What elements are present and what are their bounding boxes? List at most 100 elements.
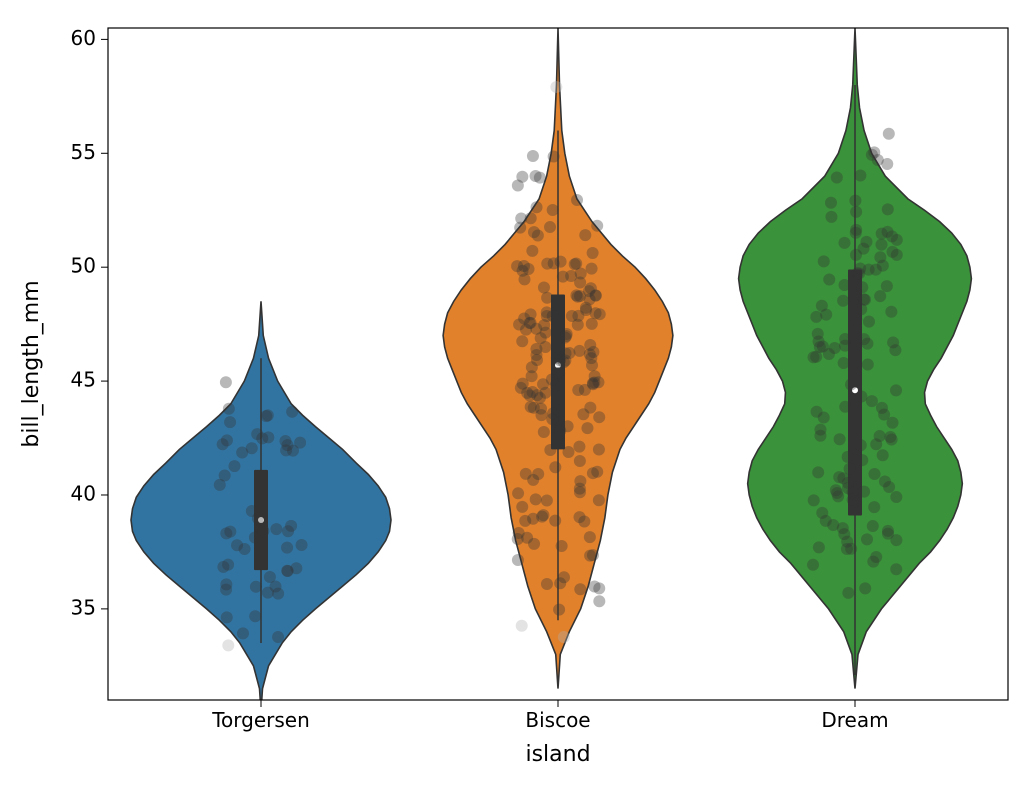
strip-point [813, 541, 825, 553]
strip-point [867, 556, 879, 568]
strip-point [574, 511, 586, 523]
strip-point [879, 475, 891, 487]
strip-point [839, 340, 851, 352]
strip-point [222, 639, 234, 651]
strip-point [549, 461, 561, 473]
strip-point [858, 333, 870, 345]
strip-point [516, 620, 528, 632]
strip-point [586, 359, 598, 371]
strip-point [562, 446, 574, 458]
ytick-label: 40 [71, 481, 96, 505]
strip-point [549, 515, 561, 527]
strip-point [249, 610, 261, 622]
strip-point [574, 583, 586, 595]
strip-point [589, 370, 601, 382]
strip-point [272, 631, 284, 643]
strip-point [858, 486, 870, 498]
strip-point [842, 587, 854, 599]
strip-point [563, 347, 575, 359]
ytick-label: 60 [71, 26, 96, 50]
strip-point [572, 319, 584, 331]
strip-point [231, 539, 243, 551]
strip-point [538, 426, 550, 438]
ytick-label: 45 [71, 368, 96, 392]
strip-point [220, 578, 232, 590]
strip-point [294, 437, 306, 449]
strip-point [829, 342, 841, 354]
xtick-label: Biscoe [525, 708, 590, 732]
strip-point [877, 449, 889, 461]
strip-point [579, 384, 591, 396]
xtick-label: Dream [821, 708, 888, 732]
strip-point [569, 258, 581, 270]
strip-point [221, 611, 233, 623]
strip-point [580, 304, 592, 316]
strip-point [876, 402, 888, 414]
strip-point [281, 542, 293, 554]
strip-point [858, 293, 870, 305]
strip-point [584, 531, 596, 543]
strip-point [593, 595, 605, 607]
strip-point [883, 128, 895, 140]
strip-point [808, 351, 820, 363]
strip-point [874, 251, 886, 263]
strip-point [544, 221, 556, 233]
ytick-label: 35 [71, 595, 96, 619]
strip-point [531, 201, 543, 213]
strip-point [817, 341, 829, 353]
strip-point [825, 197, 837, 209]
strip-point [224, 416, 236, 428]
strip-point [870, 264, 882, 276]
strip-point [586, 318, 598, 330]
strip-point [579, 229, 591, 241]
x-axis-label: island [525, 742, 590, 767]
strip-point [525, 401, 537, 413]
strip-point [228, 460, 240, 472]
strip-point [270, 523, 282, 535]
strip-point [581, 422, 593, 434]
strip-point [881, 280, 893, 292]
strip-point [262, 409, 274, 421]
strip-point [574, 345, 586, 357]
strip-point [866, 395, 878, 407]
strip-point [236, 447, 248, 459]
strip-point [279, 435, 291, 447]
strip-point [251, 428, 263, 440]
strip-point [839, 279, 851, 291]
strip-point [587, 549, 599, 561]
strip-point [532, 468, 544, 480]
strip-point [874, 290, 886, 302]
strip-point [850, 249, 862, 261]
strip-point [222, 559, 234, 571]
strip-point [853, 267, 865, 279]
violin-chart: 354045505560TorgersenBiscoeDreamislandbi… [0, 0, 1024, 787]
strip-point [528, 226, 540, 238]
strip-point [889, 344, 901, 356]
strip-point [890, 384, 902, 396]
strip-point [526, 245, 538, 257]
strip-point [885, 306, 897, 318]
strip-point [223, 403, 235, 415]
strip-point [534, 172, 546, 184]
strip-point [834, 433, 846, 445]
strip-point [552, 367, 564, 379]
strip-point [547, 204, 559, 216]
strip-point [518, 260, 530, 272]
strip-point [882, 528, 894, 540]
ytick-label: 50 [71, 254, 96, 278]
strip-point [282, 525, 294, 537]
strip-point [869, 468, 881, 480]
strip-point [556, 540, 568, 552]
strip-point [845, 378, 857, 390]
strip-point [541, 292, 553, 304]
strip-point [541, 578, 553, 590]
strip-point [538, 281, 550, 293]
strip-point [290, 562, 302, 574]
strip-point [862, 359, 874, 371]
strip-point [519, 273, 531, 285]
ytick-label: 55 [71, 140, 96, 164]
strip-point [262, 587, 274, 599]
strip-point [286, 406, 298, 418]
strip-point [890, 491, 902, 503]
strip-point [571, 194, 583, 206]
